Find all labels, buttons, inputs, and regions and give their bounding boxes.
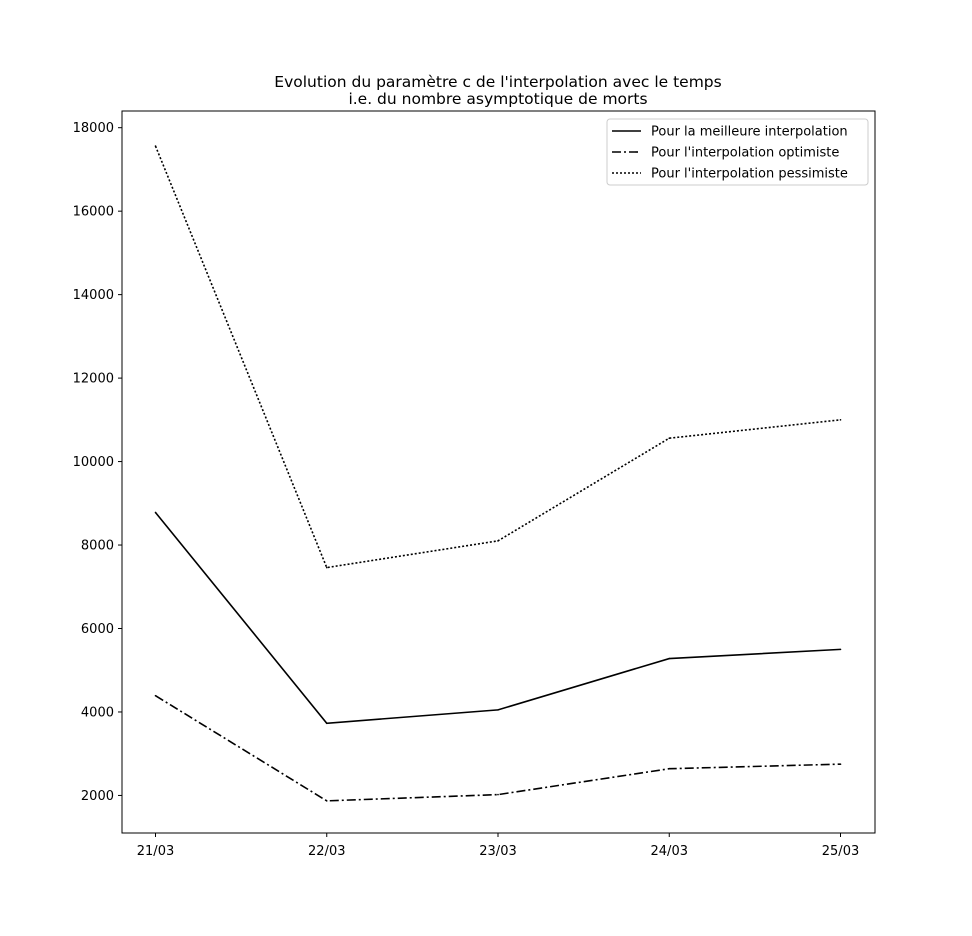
y-tick-label: 16000 <box>73 205 114 220</box>
data-point <box>839 763 842 765</box>
data-point <box>325 722 328 725</box>
data-point <box>154 511 157 514</box>
y-tick-label: 8000 <box>81 539 114 554</box>
series-line <box>154 511 841 725</box>
chart-subtitle: i.e. du nombre asymptotique de morts <box>348 90 647 108</box>
series-layer <box>154 145 842 802</box>
y-tick-label: 10000 <box>73 455 114 470</box>
data-point <box>668 657 671 660</box>
series-line <box>154 145 841 569</box>
y-tick-label: 6000 <box>81 622 114 637</box>
data-point <box>497 709 499 711</box>
y-tick-label: 14000 <box>73 288 114 303</box>
legend-label: Pour l'interpolation pessimiste <box>651 167 848 182</box>
data-point <box>668 437 671 439</box>
y-tick-label: 18000 <box>73 121 114 136</box>
legend-label: Pour l'interpolation optimiste <box>651 146 839 161</box>
x-tick-label: 22/03 <box>308 844 345 859</box>
legend-box <box>606 118 869 186</box>
x-axis: 21/03 22/03 23/03 24/03 25/03 <box>137 833 859 859</box>
y-tick-label: 4000 <box>81 705 114 720</box>
x-tick-label: 25/03 <box>822 844 859 859</box>
x-tick-label: 23/03 <box>479 844 516 859</box>
plot-area <box>121 110 876 834</box>
data-point <box>668 767 671 770</box>
data-point <box>839 648 842 651</box>
x-tick-label: 21/03 <box>137 844 174 859</box>
legend: Pour la meilleure interpolation Pour l'in… <box>606 118 869 186</box>
data-point <box>497 793 499 796</box>
y-tick-label: 12000 <box>73 372 114 387</box>
data-point <box>325 566 328 569</box>
data-point <box>839 419 842 421</box>
data-point <box>497 540 499 542</box>
series-line <box>155 695 841 802</box>
legend-label: Pour la meilleure interpolation <box>651 125 848 140</box>
data-point <box>154 694 157 697</box>
data-point <box>325 800 328 802</box>
data-point <box>154 145 157 147</box>
chart-title: Evolution du paramètre c de l'interpolat… <box>274 73 721 91</box>
y-tick-label: 2000 <box>81 789 114 804</box>
y-axis: 2000 4000 6000 8000 10000 12000 14000 16000 1800… <box>73 121 122 804</box>
x-tick-label: 24/03 <box>651 844 688 859</box>
